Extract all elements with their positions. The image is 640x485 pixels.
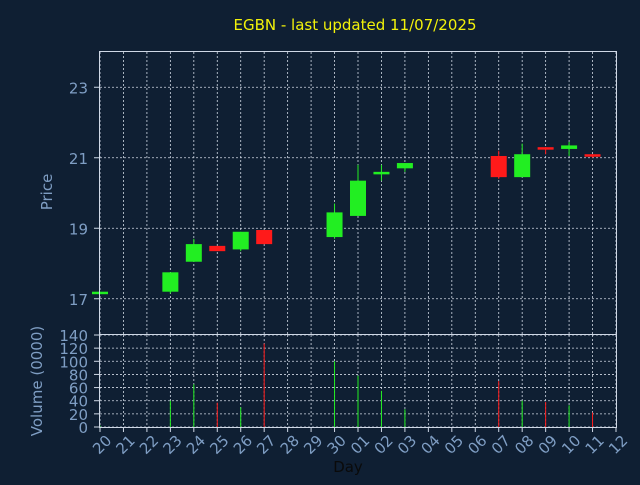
x-tick-label: 10 [558, 432, 584, 458]
candle-body [326, 212, 343, 238]
x-tick-label: 27 [253, 432, 279, 458]
x-tick-label: 11 [582, 432, 608, 458]
volume-tick-label: 20 [69, 406, 88, 424]
price-axis-label: Price [38, 174, 56, 211]
volume-tick-label: 80 [69, 366, 88, 384]
candle-body [256, 230, 273, 245]
price-tick-label: 19 [69, 220, 88, 238]
volume-tick-label: 140 [59, 327, 88, 345]
volume-series [99, 343, 594, 427]
x-tick-label: 08 [511, 432, 537, 458]
candle-body [561, 145, 578, 149]
volume-tick-label: 120 [59, 340, 88, 358]
x-tick-label: 28 [277, 432, 303, 458]
candle-body [232, 231, 249, 250]
x-tick-label: 06 [464, 432, 490, 458]
x-tick-label: 30 [324, 432, 350, 458]
candle-body [162, 272, 179, 292]
candle-body [537, 147, 554, 150]
volume-tick-label: 60 [69, 380, 88, 398]
x-tick-label: 01 [347, 432, 373, 458]
x-tick-label: 24 [183, 432, 209, 458]
price-tick-label: 21 [69, 150, 88, 168]
candle-body [209, 245, 226, 252]
x-tick-label: 20 [89, 432, 115, 458]
x-tick-label: 04 [417, 432, 443, 458]
x-axis-label: Day [333, 458, 363, 476]
candle-body [514, 154, 531, 178]
x-tick-label: 25 [206, 432, 232, 458]
candle-body [490, 155, 507, 178]
candle-body [373, 171, 390, 175]
x-tick-label: 07 [488, 432, 514, 458]
volume-tick-label: 100 [59, 353, 88, 371]
price-tick-label: 23 [69, 79, 88, 97]
x-tick-label: 03 [394, 432, 420, 458]
chart-title: EGBN - last updated 11/07/2025 [234, 16, 477, 34]
x-tick-label: 22 [136, 432, 162, 458]
x-tick-label: 23 [159, 432, 185, 458]
price-tick-label: 17 [69, 291, 88, 309]
candle-body [185, 244, 202, 262]
x-tick-labels: 2021222324252627282930010203040506070809… [89, 427, 631, 458]
price-y-ticks: 17 19 21 23 [69, 79, 100, 309]
candlestick-series [92, 141, 601, 295]
candle-body [396, 163, 413, 169]
volume-axis-label: Volume (0000) [28, 326, 46, 436]
x-tick-label: 21 [113, 432, 139, 458]
x-tick-label: 29 [300, 432, 326, 458]
x-tick-label: 12 [605, 432, 631, 458]
price-grid [99, 52, 617, 334]
candle-body [584, 154, 601, 157]
volume-tick-label: 0 [78, 419, 88, 437]
x-tick-label: 09 [535, 432, 561, 458]
x-tick-label: 05 [441, 432, 467, 458]
x-tick-label: 26 [230, 432, 256, 458]
x-tick-label: 02 [371, 432, 397, 458]
volume-tick-label: 40 [69, 393, 88, 411]
candle-body [350, 180, 366, 216]
